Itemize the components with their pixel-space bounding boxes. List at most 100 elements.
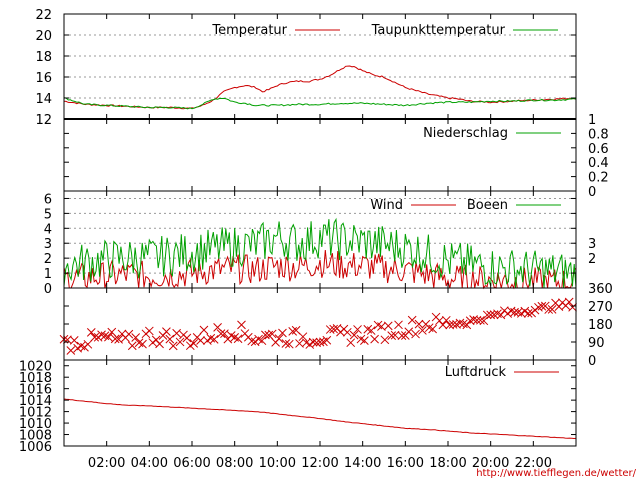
wind-direction-point <box>407 315 417 325</box>
wind-direction-point <box>138 339 147 349</box>
wind-direction-point <box>97 330 106 340</box>
wind-direction-point <box>131 333 141 342</box>
wind-direction-point <box>380 335 390 345</box>
wind-direction-point <box>175 337 185 347</box>
wind-direction-point <box>448 320 458 329</box>
time-axis-label: 02:00 <box>88 456 125 471</box>
wind-direction-point <box>168 341 178 351</box>
panel-3-ytick-label: 1 <box>44 267 52 282</box>
time-axis-label: 04:00 <box>131 456 168 471</box>
credit-text: http://www.tiefflegen.de/wetter/ <box>476 468 636 479</box>
panel-5-ytick-label: 1012 <box>19 406 52 421</box>
panel-4-frame <box>63 287 577 361</box>
wind-direction-point <box>90 332 100 342</box>
wind-direction-point <box>110 334 120 344</box>
panel-5-ytick-label: 1010 <box>19 417 52 432</box>
wind-direction-point <box>86 328 96 337</box>
wind-direction-point <box>547 305 557 314</box>
wind-direction-point <box>377 322 386 331</box>
wind-direction-point <box>383 321 393 331</box>
panel-3-ytick-label: 2 <box>44 252 52 267</box>
wind-direction-point <box>486 310 496 320</box>
wind-direction-point <box>83 339 93 349</box>
time-axis-label: 18:00 <box>429 456 466 471</box>
legend-layer: Temperatur Taupunkttemperatur Niederschlag… <box>211 23 561 380</box>
wind-direction-point <box>568 302 577 312</box>
wind-direction-point <box>418 326 427 335</box>
wind-direction-point <box>134 338 144 348</box>
panel-2-ytick-label: 0 <box>588 185 596 200</box>
wind-direction-point <box>469 315 478 324</box>
panel-4-ytick-label: 180 <box>588 318 613 333</box>
panel-5-ytick-label: 1020 <box>19 360 52 375</box>
panel-1-series-temperatur <box>63 65 577 110</box>
wind-direction-point <box>349 330 359 340</box>
wind-direction-point <box>441 315 451 325</box>
wind-direction-point <box>127 341 137 351</box>
panel-1-ytick-label: 16 <box>35 71 52 86</box>
time-axis-label: 08:00 <box>216 456 253 471</box>
wind-direction-point <box>476 315 485 325</box>
legend-niederschlag-label: Niederschlag <box>423 126 508 141</box>
wind-direction-point <box>267 329 277 339</box>
wind-direction-point <box>496 310 506 320</box>
wind-direction-point <box>513 308 523 317</box>
wind-direction-point <box>428 324 437 334</box>
wind-direction-point <box>342 327 352 337</box>
wind-direction-point <box>329 324 339 334</box>
time-axis-label: 06:00 <box>173 456 210 471</box>
panel-1-ytick-label: 12 <box>35 113 52 128</box>
panel-1-series-taupunkttemperatur <box>63 97 577 110</box>
wind-direction-point <box>69 335 79 345</box>
legend-taupunkt-label: Taupunkttemperatur <box>371 23 506 38</box>
wind-direction-point <box>445 320 455 330</box>
wind-direction-point <box>397 331 407 341</box>
panel-3-ytick-label: 0 <box>44 282 52 297</box>
panel-3-ytick-label: 3 <box>44 237 52 252</box>
panel-2-ytick-label: 0.6 <box>588 142 609 157</box>
wind-direction-point <box>298 332 308 342</box>
panel-5-ytick-label: 1018 <box>19 371 52 386</box>
wind-direction-point <box>455 318 465 328</box>
wind-direction-point <box>165 334 175 344</box>
wind-direction-point <box>124 329 134 339</box>
time-axis-label: 10:00 <box>259 456 296 471</box>
wind-direction-point <box>411 329 420 339</box>
wind-direction-point <box>209 335 219 344</box>
wind-direction-point <box>435 316 444 326</box>
panel-3-right-ytick-label: 2 <box>588 252 596 267</box>
series-layer <box>59 65 577 440</box>
wind-direction-point <box>264 330 274 340</box>
wind-direction-point <box>257 336 267 346</box>
wind-direction-point <box>482 310 492 320</box>
wind-direction-point <box>479 316 489 326</box>
wind-direction-point <box>284 339 294 349</box>
wind-direction-point <box>237 320 246 330</box>
wind-direction-point <box>353 325 362 334</box>
panel-4-ytick-label: 270 <box>588 300 613 315</box>
wind-direction-point <box>104 332 113 342</box>
time-axis-label: 22:00 <box>515 456 552 471</box>
panel-2-ytick-label: 0.2 <box>588 171 609 186</box>
wind-direction-point <box>172 328 181 338</box>
panel-5-ytick-label: 1016 <box>19 383 52 398</box>
wind-direction-point <box>404 327 414 337</box>
wind-direction-point <box>322 335 332 345</box>
panel-2-ytick-label: 0.4 <box>588 156 609 171</box>
panel-5-ytick-label: 1014 <box>19 394 52 409</box>
wind-direction-point <box>155 339 164 349</box>
wind-direction-point <box>523 309 533 318</box>
wind-direction-point <box>510 307 519 317</box>
time-axis-label: 14:00 <box>344 456 381 471</box>
legend-temperatur-label: Temperatur <box>211 23 287 38</box>
wind-direction-point <box>288 327 298 336</box>
wind-direction-point <box>114 335 123 344</box>
time-axis-label: 16:00 <box>387 456 424 471</box>
panel-1-ytick-label: 20 <box>35 29 52 44</box>
wind-direction-point <box>274 334 284 343</box>
legend-luftdruck-label: Luftdruck <box>445 365 507 380</box>
time-axis-label: 12:00 <box>301 456 338 471</box>
wind-direction-point <box>162 327 171 336</box>
panel-3-right-ytick-label: 3 <box>588 237 596 252</box>
panel-1-ytick-label: 14 <box>35 92 52 107</box>
